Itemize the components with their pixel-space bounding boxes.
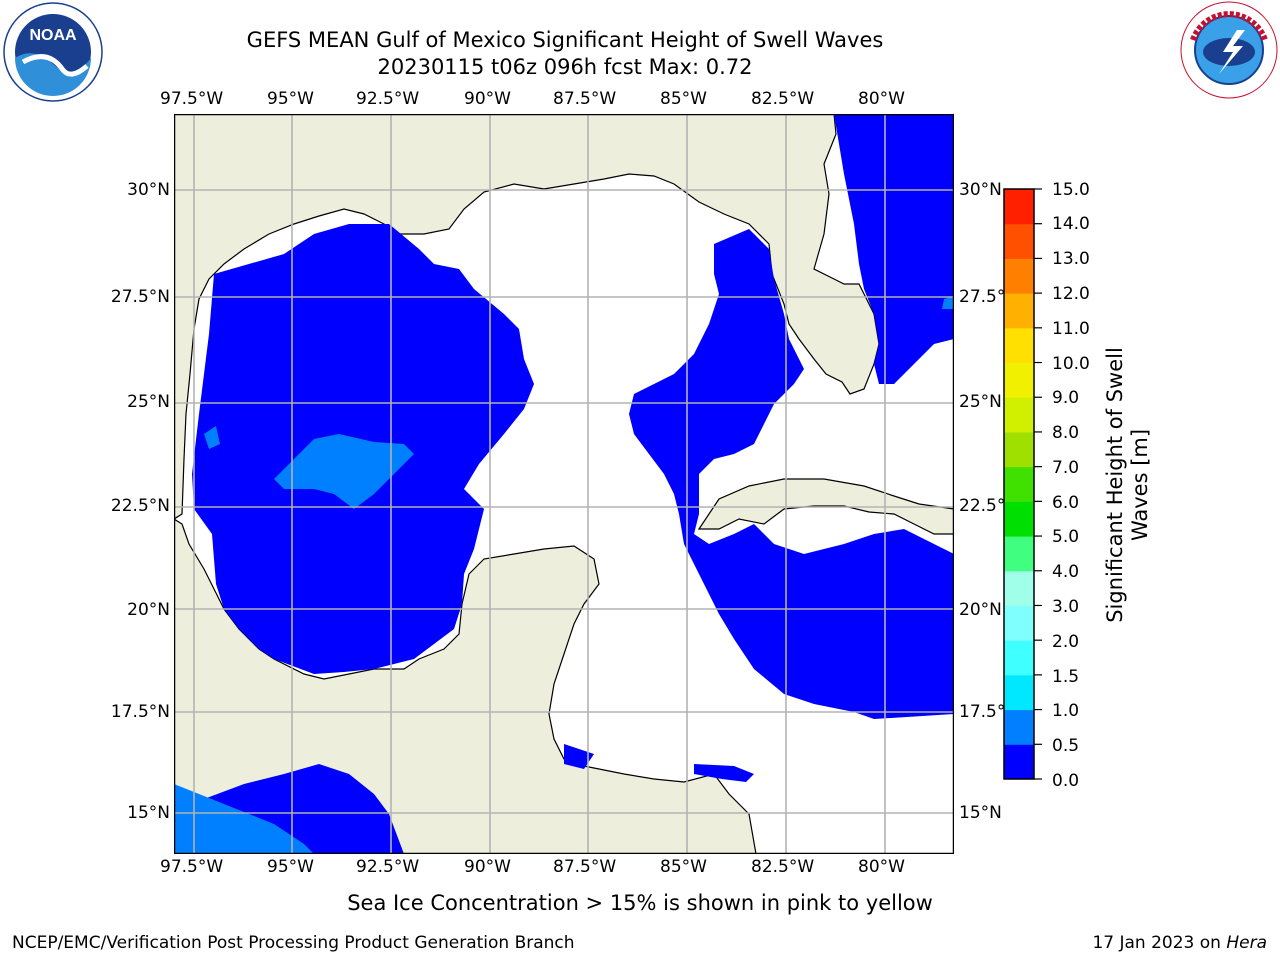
colorbar-band bbox=[1004, 397, 1034, 433]
colorbar-label: 5.0 bbox=[1052, 527, 1080, 547]
lon-tick-top: 92.5°W bbox=[356, 89, 420, 109]
lon-tick-top: 82.5°W bbox=[751, 89, 815, 109]
title-line-2: 20230115 t06z 096h fcst Max: 0.72 bbox=[377, 55, 753, 79]
colorbar-title: Significant Height of Swell Waves [m] bbox=[1103, 347, 1153, 623]
colorbar-band bbox=[1004, 189, 1034, 225]
lat-tick-left: 17.5°N bbox=[110, 702, 170, 722]
colorbar-band bbox=[1004, 744, 1034, 780]
colorbar bbox=[1003, 188, 1042, 780]
lat-tick-right: 30°N bbox=[959, 180, 1002, 200]
colorbar-label: 3.0 bbox=[1052, 597, 1080, 617]
colorbar-label: 12.0 bbox=[1052, 284, 1090, 304]
colorbar-label: 4.0 bbox=[1052, 562, 1080, 582]
footer-host: Hera bbox=[1226, 933, 1267, 953]
gulf-map bbox=[174, 114, 954, 854]
lat-tick-right: 25°N bbox=[959, 392, 1002, 412]
colorbar-band bbox=[1004, 362, 1034, 398]
lon-tick-bottom: 80°W bbox=[858, 857, 905, 877]
lat-tick-right: 15°N bbox=[959, 803, 1002, 823]
colorbar-label: 6.0 bbox=[1052, 493, 1080, 513]
lon-tick-top: 95°W bbox=[267, 89, 314, 109]
colorbar-label: 1.0 bbox=[1052, 701, 1080, 721]
lon-tick-top: 85°W bbox=[660, 89, 707, 109]
lat-tick-left: 25°N bbox=[127, 392, 170, 412]
colorbar-frame bbox=[1003, 188, 1035, 780]
lon-tick-top: 80°W bbox=[858, 89, 905, 109]
colorbar-band bbox=[1004, 674, 1034, 711]
lat-tick-left: 27.5°N bbox=[110, 287, 170, 307]
colorbar-band bbox=[1004, 709, 1034, 745]
lat-tick-left: 15°N bbox=[127, 803, 170, 823]
colorbar-label: 7.0 bbox=[1052, 458, 1080, 478]
lat-tick-right: 20°N bbox=[959, 600, 1002, 620]
colorbar-band bbox=[1004, 466, 1034, 502]
lon-tick-bottom: 85°W bbox=[660, 857, 707, 877]
colorbar-band bbox=[1004, 258, 1034, 294]
colorbar-bands bbox=[1004, 189, 1034, 780]
colorbar-band bbox=[1004, 223, 1034, 259]
lon-tick-bottom: 87.5°W bbox=[553, 857, 617, 877]
land-us-florida bbox=[174, 114, 880, 520]
graticule bbox=[174, 114, 954, 854]
colorbar-label: 2.0 bbox=[1052, 632, 1080, 652]
colorbar-label: 0.5 bbox=[1052, 736, 1080, 756]
land-cuba bbox=[697, 478, 954, 535]
lon-tick-top: 97.5°W bbox=[160, 89, 224, 109]
nws-logo bbox=[1180, 1, 1278, 99]
footer-date-text: 17 Jan 2023 on bbox=[1092, 933, 1227, 953]
map-frame bbox=[174, 114, 954, 854]
chart-title: GEFS MEAN Gulf of Mexico Significant Hei… bbox=[247, 27, 884, 81]
colorbar-band bbox=[1004, 327, 1034, 364]
lon-tick-bottom: 92.5°W bbox=[356, 857, 420, 877]
sea-ice-note: Sea Ice Concentration > 15% is shown in … bbox=[347, 891, 933, 915]
noaa-logo-text: NOAA bbox=[29, 27, 77, 44]
footer-credit: NCEP/EMC/Verification Post Processing Pr… bbox=[12, 933, 575, 953]
lat-tick-left: 20°N bbox=[127, 600, 170, 620]
lon-tick-top: 87.5°W bbox=[553, 89, 617, 109]
lon-tick-bottom: 82.5°W bbox=[751, 857, 815, 877]
colorbar-band bbox=[1004, 570, 1034, 606]
colorbar-label: 10.0 bbox=[1052, 354, 1090, 374]
colorbar-label: 13.0 bbox=[1052, 249, 1090, 269]
colorbar-band bbox=[1004, 536, 1034, 572]
colorbar-band bbox=[1004, 640, 1034, 676]
colorbar-label: 8.0 bbox=[1052, 423, 1080, 443]
colorbar-label: 9.0 bbox=[1052, 388, 1080, 408]
colorbar-ticks bbox=[1034, 188, 1042, 780]
lat-tick-left: 30°N bbox=[127, 180, 170, 200]
colorbar-band bbox=[1004, 431, 1034, 468]
colorbar-label: 11.0 bbox=[1052, 319, 1090, 339]
lat-tick-left: 22.5°N bbox=[110, 496, 170, 516]
noaa-logo: NOAA bbox=[3, 2, 103, 102]
colorbar-band bbox=[1004, 605, 1034, 641]
title-line-1: GEFS MEAN Gulf of Mexico Significant Hei… bbox=[246, 28, 884, 52]
footer-date: 17 Jan 2023 on Hera bbox=[1092, 933, 1267, 953]
lon-tick-bottom: 95°W bbox=[267, 857, 314, 877]
lon-tick-bottom: 90°W bbox=[464, 857, 511, 877]
colorbar-title-line-2: Waves [m] bbox=[1128, 428, 1152, 542]
colorbar-label: 0.0 bbox=[1052, 771, 1080, 791]
colorbar-label: 15.0 bbox=[1052, 180, 1090, 200]
colorbar-band bbox=[1004, 293, 1034, 329]
colorbar-title-line-1: Significant Height of Swell bbox=[1103, 347, 1127, 623]
lon-tick-bottom: 97.5°W bbox=[160, 857, 224, 877]
colorbar-band bbox=[1004, 501, 1034, 537]
swell-band-0.5-1.0 bbox=[174, 296, 954, 854]
lon-tick-top: 90°W bbox=[464, 89, 511, 109]
colorbar-label: 1.5 bbox=[1052, 667, 1080, 687]
colorbar-label: 14.0 bbox=[1052, 214, 1090, 234]
